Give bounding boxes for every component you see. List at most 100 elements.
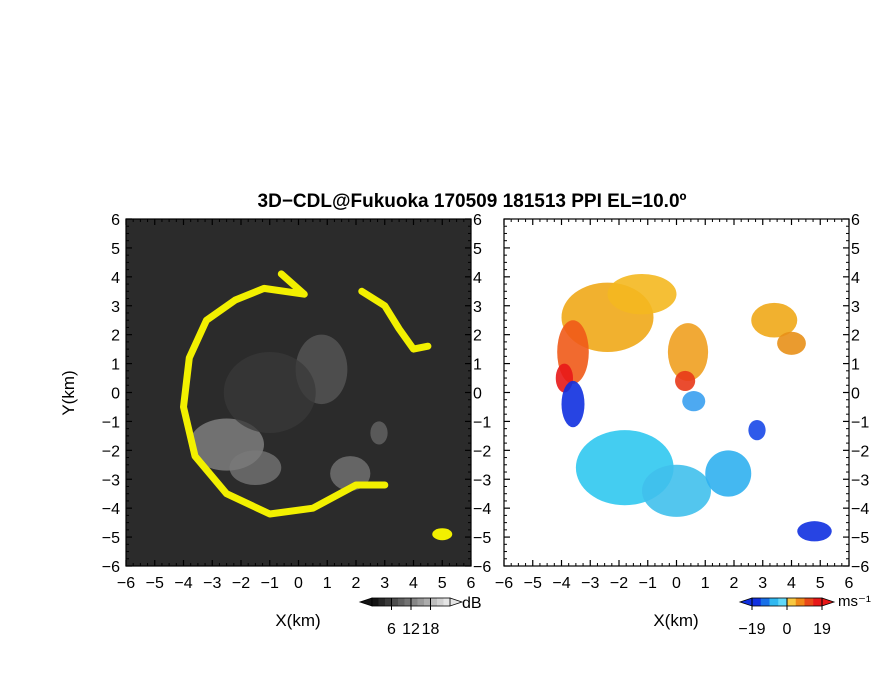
velocity-region: [607, 273, 677, 315]
y-tick-label-right: −1: [851, 414, 869, 431]
velocity-echo: [555, 273, 832, 542]
x-tick-label: −2: [232, 575, 250, 592]
x-tick-label: 3: [758, 575, 767, 592]
x-tick-label: 6: [467, 575, 476, 592]
colorbar-low-arrow: [358, 597, 373, 607]
x-tick-label: −5: [146, 575, 164, 592]
y-tick-label: 2: [111, 328, 120, 345]
y-tick-label-right: 3: [473, 299, 482, 316]
colorbar-swatch: [430, 598, 438, 606]
colorbar-swatch: [778, 598, 788, 606]
colorbar-swatch: [813, 598, 823, 606]
x-tick-label: 5: [438, 575, 447, 592]
y-tick-label-right: 2: [851, 328, 860, 345]
colorbar-tick-label: 6: [387, 621, 396, 638]
colorbar-low-arrow: [738, 597, 753, 607]
y-tick-label-right: 6: [851, 212, 860, 229]
colorbar-swatch: [378, 598, 386, 606]
colorbar-high-arrow: [449, 597, 464, 607]
y-tick-label-right: −2: [473, 443, 491, 460]
x-tick-label: −1: [639, 575, 657, 592]
y-tick-label-right: −4: [473, 501, 491, 518]
x-tick-label: −3: [203, 575, 221, 592]
y-tick-label-right: 4: [473, 270, 482, 287]
colorbar-tick-label: 19: [813, 621, 831, 638]
figure-title: 3D−CDL@Fukuoka 170509 181513 PPI EL=10.0…: [258, 191, 687, 212]
colorbar-swatch: [372, 598, 379, 606]
colorbar-swatch: [424, 598, 431, 606]
velocity-panel: −6 −5 −4 −3 −2 −1 0 1 2 3 4 5 6 −6−5−4−3−2−10123456 …: [495, 212, 871, 638]
y-tick-label-right: 2: [473, 328, 482, 345]
colorbar-swatch: [417, 598, 425, 606]
y-tick-label: −5: [102, 530, 120, 547]
high-echo-spot: [432, 528, 453, 541]
x-tick-label: 0: [294, 575, 303, 592]
y-tick-label-right: −6: [473, 559, 491, 576]
reflectivity-y-ticks: −6 −6 −5 −5 −4 −4 −3 −3 −2 −2 −1 −1 0 0 1 1 2 2 3 3 4 4 5 5 6 6: [102, 212, 492, 576]
velocity-region: [705, 450, 752, 497]
colorbar-swatch: [752, 598, 762, 606]
x-tick-label: 4: [409, 575, 418, 592]
velocity-region: [675, 370, 696, 392]
x-tick-label: 6: [845, 575, 854, 592]
x-tick-label: −6: [495, 575, 513, 592]
y-tick-label: −4: [102, 501, 120, 518]
y-tick-label: 6: [111, 212, 120, 229]
high-echo-band: [180, 270, 389, 518]
colorbar-swatch: [411, 598, 418, 606]
y-tick-label-right: −6: [851, 559, 869, 576]
high-echo-band: [358, 287, 432, 353]
velocity-x-ticks: −6 −5 −4 −3 −2 −1 0 1 2 3 4 5 6: [495, 219, 854, 592]
y-tick-label-right: 0: [851, 386, 860, 403]
velocity-region: [748, 419, 766, 441]
x-tick-label: −5: [524, 575, 542, 592]
y-tick-label-right: 4: [851, 270, 860, 287]
reflectivity-y-label: Y(km): [59, 370, 78, 415]
y-tick-label: 0: [111, 386, 120, 403]
reflectivity-x-ticks: −6 −5 −4 −3 −2 −1 0 1 2 3 4 5 6: [117, 219, 476, 592]
colorbar-swatch: [804, 598, 814, 606]
y-tick-label-right: 1: [851, 357, 860, 374]
y-tick-label-right: −3: [473, 472, 491, 489]
colorbar-swatch: [391, 598, 399, 606]
x-tick-label: 1: [701, 575, 710, 592]
x-tick-label: 2: [730, 575, 739, 592]
colorbar-tick-label: −19: [738, 621, 765, 638]
reflectivity-panel: −6 −5 −4 −3 −2 −1 0 1 2 3 4 5 6 −6 −6−5 −5−4 −4−3 −3−2 −2…: [59, 212, 491, 638]
x-tick-label: −3: [581, 575, 599, 592]
y-tick-label-right: −5: [851, 530, 869, 547]
y-tick-label-right: −2: [851, 443, 869, 460]
x-tick-label: 5: [816, 575, 825, 592]
velocity-region: [667, 323, 709, 381]
reflectivity-x-label: X(km): [275, 611, 320, 630]
y-tick-label-right: −5: [473, 530, 491, 547]
y-tick-label: 5: [111, 241, 120, 258]
colorbar-swatch: [443, 598, 451, 606]
colorbar-tick-label: 0: [783, 621, 792, 638]
x-tick-label: −6: [117, 575, 135, 592]
colorbar-swatch: [437, 598, 444, 606]
y-tick-label-right: 1: [473, 357, 482, 374]
y-tick-label: −3: [102, 472, 120, 489]
velocity-x-label: X(km): [653, 611, 698, 630]
y-tick-label-right: 0: [473, 386, 482, 403]
reflectivity-echo: [189, 334, 388, 491]
x-tick-label: −1: [261, 575, 279, 592]
colorbar-swatch: [760, 598, 770, 606]
x-tick-label: 3: [380, 575, 389, 592]
echo-region: [223, 352, 316, 433]
y-tick-label-right: 5: [851, 241, 860, 258]
colorbar-high-arrow: [821, 597, 836, 607]
colorbar-swatch: [385, 598, 392, 606]
colorbar-swatch: [404, 598, 412, 606]
colorbar-swatch: [398, 598, 405, 606]
x-tick-label: 1: [323, 575, 332, 592]
velocity-region: [642, 464, 711, 517]
velocity-region: [797, 521, 832, 542]
x-tick-label: 2: [352, 575, 361, 592]
velocity-region: [751, 302, 798, 338]
reflectivity-colorbar: 6 12 18 dB: [358, 595, 482, 638]
velocity-colorbar: −19 0 19 ms⁻¹: [738, 593, 870, 638]
x-tick-label: 4: [787, 575, 796, 592]
